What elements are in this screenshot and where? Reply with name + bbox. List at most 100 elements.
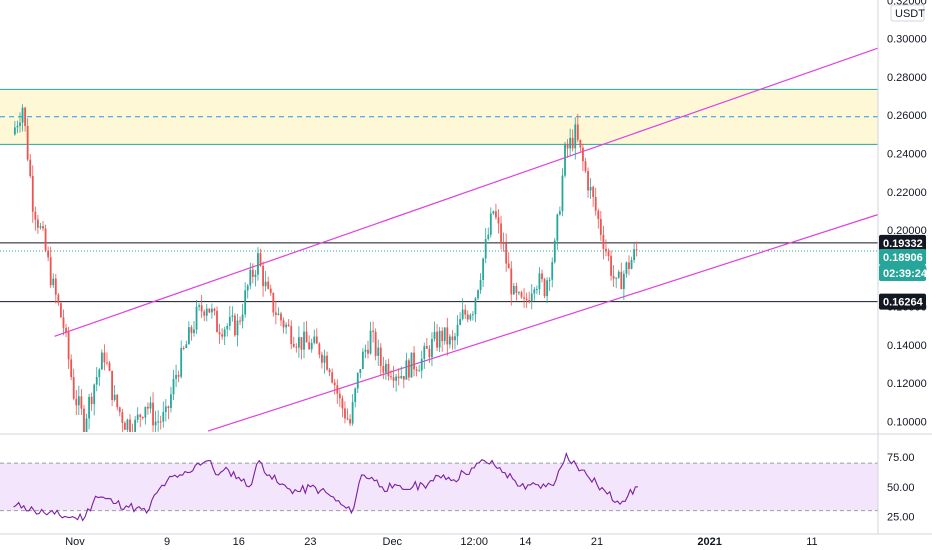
candle-body	[605, 248, 607, 252]
candle-body	[108, 362, 111, 371]
candle-body	[323, 355, 326, 363]
candle-body	[308, 342, 311, 350]
candle-body	[287, 324, 290, 326]
candle-body	[136, 414, 139, 420]
candle-body	[129, 419, 131, 432]
candle-body	[221, 334, 224, 337]
time-tick-label: 21	[591, 536, 603, 548]
resistance-price-tag-box	[879, 234, 926, 251]
candle-body	[528, 300, 531, 302]
candle-body	[374, 331, 377, 356]
candle-body	[190, 327, 193, 334]
candle-body	[500, 223, 502, 243]
candle-body	[195, 306, 198, 330]
candle-body	[39, 226, 42, 228]
candle-body	[292, 343, 295, 347]
candle-body	[164, 406, 167, 413]
candle-body	[599, 218, 602, 235]
time-tick-label: 14	[519, 536, 531, 548]
main-pane[interactable]	[0, 39, 904, 446]
candle-body	[75, 398, 78, 406]
candle-body	[553, 240, 556, 263]
candle-body	[448, 336, 451, 345]
candle-body	[523, 297, 525, 299]
time-tick-label: 23	[304, 536, 316, 548]
candle-body	[241, 314, 244, 322]
candle-body	[354, 388, 357, 403]
candle-body	[65, 327, 67, 333]
candle-body	[361, 351, 364, 370]
candle-body	[280, 313, 282, 321]
candle-body	[356, 372, 359, 389]
candle-body	[420, 358, 423, 371]
candle-body	[466, 314, 469, 320]
candle-body	[620, 271, 623, 290]
candle-body	[246, 285, 249, 291]
candle-body	[198, 305, 201, 307]
candle-body	[402, 376, 405, 380]
candle-body	[259, 253, 262, 266]
candle-body	[144, 406, 147, 418]
candle-body	[584, 161, 587, 172]
candle-body	[83, 408, 85, 432]
candle-body	[507, 263, 510, 269]
candle-body	[390, 376, 392, 378]
candle-body	[594, 196, 597, 211]
candle-body	[49, 257, 52, 286]
rsi-tick-label: 25.00	[887, 512, 915, 524]
candle-body	[579, 139, 582, 148]
candle-body	[569, 137, 572, 149]
candle-body	[290, 325, 293, 344]
last-price-tag: 0.18906	[883, 252, 923, 264]
candle-body	[257, 253, 259, 275]
candle-body	[297, 337, 300, 348]
candle-body	[377, 347, 380, 356]
candle-body	[172, 378, 175, 395]
candle-body	[57, 294, 60, 304]
candle-body	[592, 186, 595, 197]
candle-body	[187, 327, 190, 345]
candle-body	[405, 360, 408, 380]
candle-body	[118, 407, 121, 413]
candle-body	[525, 298, 528, 301]
candle-body	[123, 422, 126, 430]
candle-body	[16, 125, 19, 128]
rsi-tick-label: 50.00	[887, 482, 915, 494]
candle-body	[387, 363, 390, 377]
candle-body	[26, 125, 29, 160]
candle-body	[31, 176, 34, 212]
candle-body	[29, 159, 32, 177]
candle-body	[24, 107, 27, 126]
time-tick-label: 12:00	[460, 536, 488, 548]
candle-body	[346, 418, 349, 420]
candle-body	[441, 330, 444, 342]
candle-body	[510, 268, 513, 295]
candle-body	[231, 315, 234, 317]
candle-body	[203, 311, 206, 316]
candle-body	[167, 406, 170, 409]
candle-body	[456, 324, 459, 337]
resistance-price-tag: 0.19332	[883, 238, 923, 250]
candle-body	[134, 419, 137, 432]
candle-body	[344, 408, 346, 419]
candle-body	[615, 277, 618, 279]
candle-body	[628, 262, 630, 269]
candle-body	[106, 362, 108, 364]
candle-body	[392, 377, 395, 381]
price-tick-label: 0.10000	[887, 416, 927, 428]
candle-body	[625, 262, 628, 274]
candle-body	[111, 370, 114, 400]
candle-body	[269, 288, 272, 293]
candle-body	[587, 171, 589, 191]
candle-body	[93, 384, 96, 405]
price-tick-label: 0.14000	[887, 340, 927, 352]
candle-body	[576, 124, 579, 140]
rsi-line	[13, 451, 638, 522]
candle-body	[436, 331, 438, 348]
candle-body	[397, 376, 400, 379]
time-tick-label: Nov	[65, 536, 85, 548]
rsi-pane[interactable]	[0, 433, 932, 522]
price-tick-label: 0.22000	[887, 187, 927, 199]
candle-body	[328, 369, 331, 373]
